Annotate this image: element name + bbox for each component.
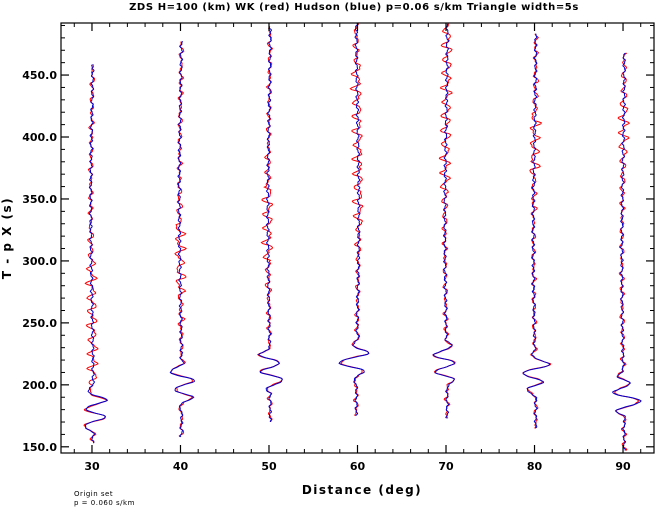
x-tick-label-30: 30	[84, 460, 100, 473]
y-tick-label-150: 150.0	[22, 441, 57, 454]
trace-hudson-60	[338, 22, 370, 417]
footer-line-2: p = 0.060 s/km	[74, 499, 135, 507]
trace-wk-30	[83, 64, 108, 444]
x-tick-label-90: 90	[615, 460, 631, 473]
y-tick-label-250: 250.0	[22, 317, 57, 330]
trace-hudson-40	[169, 41, 195, 438]
y-axis: 150.0 200.0 250.0 300.0 350.0 400.0 450.0	[22, 24, 654, 454]
chart-title: ZDS H=100 (km) WK (red) Hudson (blue) p=…	[129, 2, 579, 13]
y-tick-label-200: 200.0	[22, 379, 57, 392]
x-tick-label-80: 80	[527, 460, 543, 473]
x-axis-label: Distance (deg)	[302, 483, 422, 497]
trace-hudson-50	[257, 26, 283, 423]
y-tick-label-400: 400.0	[22, 131, 57, 144]
trace-wk-80	[522, 33, 552, 429]
y-tick-label-300: 300.0	[22, 255, 57, 268]
y-tick-label-450: 450.0	[22, 69, 57, 82]
x-tick-label-60: 60	[350, 460, 366, 473]
trace-hudson-90	[611, 52, 642, 451]
x-tick-label-70: 70	[438, 460, 454, 473]
x-tick-label-40: 40	[173, 460, 189, 473]
trace-hudson-30	[84, 64, 108, 444]
x-tick-label-50: 50	[261, 460, 277, 473]
x-axis: 30 40 50 60 70 80 90	[73, 23, 642, 473]
trace-group	[83, 22, 642, 451]
footer-line-1: Origin set	[74, 490, 113, 498]
trace-hudson-80	[522, 33, 551, 429]
trace-wk-90	[614, 52, 640, 451]
trace-hudson-70	[432, 23, 455, 419]
y-axis-label: T - p X (s)	[0, 197, 14, 279]
y-tick-label-350: 350.0	[22, 193, 57, 206]
